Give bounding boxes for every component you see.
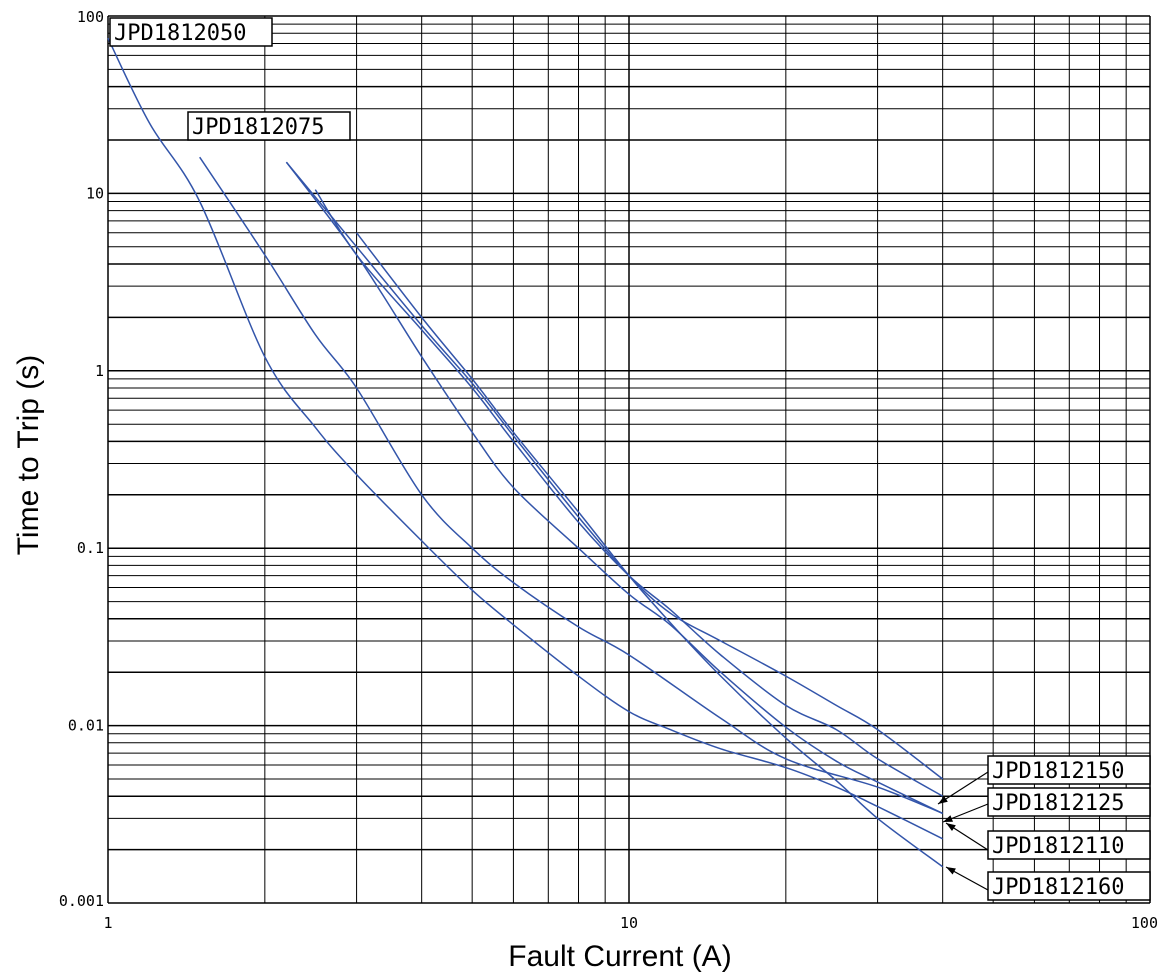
label-arrow-head	[946, 823, 956, 831]
series-label-jpd1812110: JPD1812110	[992, 834, 1124, 859]
curve-jpd1812050	[107, 37, 944, 840]
curve-jpd1812150	[285, 161, 944, 780]
x-tick-label: 100	[1131, 914, 1158, 932]
x-axis-title: Fault Current (A)	[508, 940, 731, 973]
y-tick-label: 0.1	[77, 539, 104, 557]
y-tick-label: 1	[95, 362, 104, 380]
series-labels: JPD1812050 JPD1812075 JPD1812150 JPD1812125…	[109, 17, 1151, 901]
series-label-jpd1812150: JPD1812150	[992, 759, 1124, 784]
y-axis-title: Time to Trip (s)	[12, 355, 45, 556]
series-label-box	[109, 17, 273, 47]
series-label-box	[987, 871, 1151, 901]
x-tick-label: 1	[103, 914, 112, 932]
series-label-box	[987, 830, 1151, 860]
x-tick-labels: 1 10 100	[103, 914, 1158, 932]
series-label-jpd1812160: JPD1812160	[992, 875, 1124, 900]
series-label-box	[987, 755, 1151, 785]
label-arrow-head	[946, 867, 956, 875]
curve-jpd1812075	[199, 156, 943, 815]
series-label-jpd1812125: JPD1812125	[992, 791, 1124, 816]
label-arrows	[937, 771, 989, 891]
y-tick-label: 100	[77, 8, 104, 26]
label-arrow-head	[943, 815, 953, 822]
curve-jpd1812110	[285, 161, 944, 815]
series-label-jpd1812050: JPD1812050	[114, 21, 246, 46]
y-tick-label: 0.01	[68, 717, 104, 735]
series-label-box	[187, 111, 351, 141]
series-curves	[107, 37, 944, 868]
series-label-jpd1812075: JPD1812075	[192, 115, 324, 140]
curve-jpd1812160	[356, 232, 944, 868]
grid	[107, 15, 1151, 904]
y-tick-label: 0.001	[59, 892, 104, 910]
y-tick-label: 10	[86, 184, 104, 202]
label-arrow-line	[937, 771, 989, 805]
series-label-box	[987, 787, 1151, 817]
label-arrow-head	[938, 796, 948, 804]
y-tick-labels: 100 10 1 0.1 0.01 0.001	[59, 8, 104, 910]
x-tick-label: 10	[620, 914, 638, 932]
